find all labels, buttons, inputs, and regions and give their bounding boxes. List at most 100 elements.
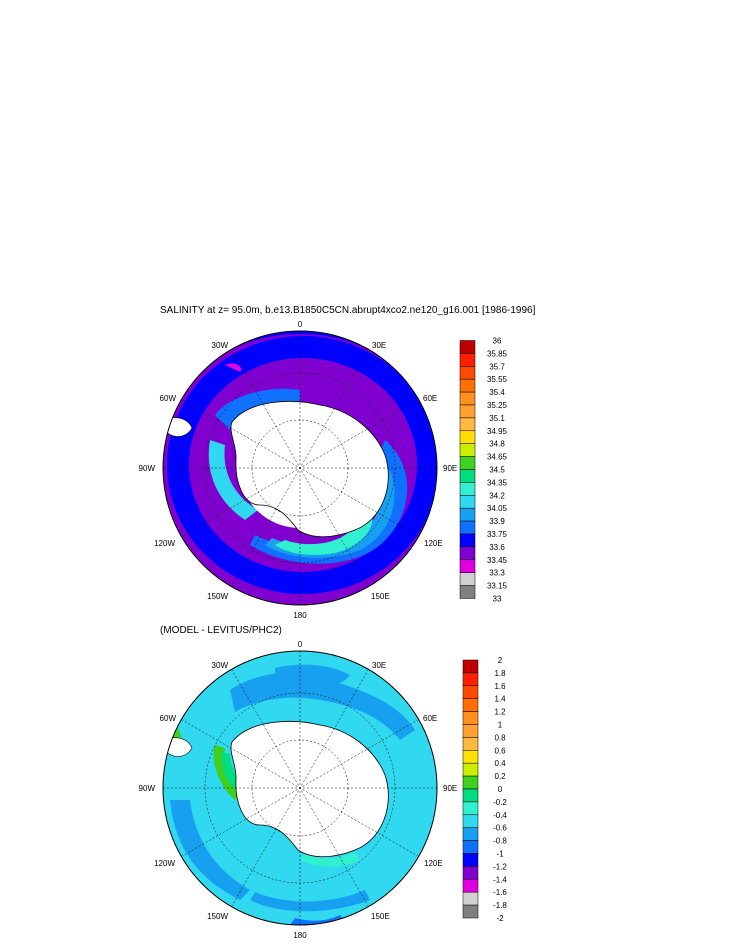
- top-colorbar-swatch-9: [459, 456, 476, 470]
- bottom-colorbar-swatch-19: [462, 904, 479, 919]
- top-colorbar-swatch-3: [459, 378, 476, 393]
- top-colorbar-label-9: 34.65: [487, 453, 508, 462]
- bottom-colorbar-label-19: -1.8: [493, 901, 507, 910]
- top-graticule: [163, 331, 437, 605]
- bottom-lon-60e: 60E: [423, 714, 437, 723]
- top-lon-150w: 150W: [207, 592, 228, 601]
- bottom-colorbar-label-9: 0.2: [494, 772, 506, 781]
- top-colorbar-label-3: 35.55: [487, 375, 508, 384]
- bottom-colorbar-swatch-13: [462, 827, 479, 841]
- bottom-colorbar-swatch-14: [462, 840, 479, 854]
- bottom-colorbar-swatch-17: [462, 879, 479, 893]
- bottom-colorbar-label-7: 0.6: [494, 746, 506, 755]
- bottom-lon-120e: 120E: [424, 859, 443, 868]
- top-colorbar-label-12: 34.2: [489, 491, 505, 500]
- top-colorbar-swatch-16: [459, 546, 476, 561]
- top-colorbar-swatch-10: [459, 469, 476, 483]
- top-lon-90w: 90W: [139, 464, 156, 473]
- bottom-colorbar-label-15: -1: [496, 850, 504, 859]
- bottom-colorbar-swatch-7: [462, 750, 479, 764]
- bottom-colorbar-swatch-15: [462, 853, 479, 867]
- bottom-colorbar-swatch-4: [462, 711, 479, 725]
- bottom-colorbar-swatch-12: [462, 814, 479, 828]
- top-lon-30e: 30E: [372, 341, 386, 350]
- bottom-colorbar-label-12: -0.4: [493, 811, 507, 820]
- top-colorbar-swatch-13: [459, 507, 476, 522]
- top-colorbar-swatch-15: [459, 533, 476, 548]
- top-colorbar-swatch-18: [459, 572, 476, 586]
- bottom-colorbar-swatch-2: [462, 685, 479, 699]
- bottom-colorbar-label-14: -0.8: [493, 837, 507, 846]
- top-colorbar-label-11: 34.35: [487, 478, 508, 487]
- top-lon-60w: 60W: [160, 394, 177, 403]
- top-lon-120e: 120E: [424, 539, 443, 548]
- bottom-colorbar-label-17: -1.4: [493, 875, 507, 884]
- top-colorbar-swatch-4: [459, 391, 476, 406]
- top-colorbar-label-15: 33.75: [487, 530, 508, 539]
- bottom-lon-30e: 30E: [372, 661, 386, 670]
- bottom-graticule: [163, 651, 437, 925]
- bottom-colorbar-label-3: 1.4: [494, 695, 506, 704]
- bottom-colorbar-label-20: -2: [496, 914, 504, 923]
- top-lon-150e: 150E: [371, 592, 390, 601]
- top-colorbar-label-19: 33.15: [487, 582, 508, 591]
- top-colorbar: 36 35.85 35.7 35.55 35.4 35.25 35.1 34.95 34.8 34…: [459, 337, 508, 604]
- top-colorbar-swatch-19: [459, 585, 476, 599]
- bottom-colorbar-label-2: 1.6: [494, 682, 506, 691]
- bottom-lon-30w: 30W: [212, 661, 229, 670]
- top-colorbar-label-18: 33.3: [489, 569, 505, 578]
- bottom-colorbar-label-18: -1.6: [493, 888, 507, 897]
- top-colorbar-label-13: 34.05: [487, 504, 508, 513]
- top-colorbar-label-14: 33.9: [489, 517, 505, 526]
- bottom-lon-0: 0: [298, 640, 303, 649]
- bottom-colorbar-label-0: 2: [498, 656, 503, 665]
- bottom-lon-150w: 150W: [207, 912, 228, 921]
- top-colorbar-label-2: 35.7: [489, 362, 505, 371]
- bottom-colorbar-label-10: 0: [498, 785, 503, 794]
- bottom-colorbar-label-13: -0.6: [493, 824, 507, 833]
- top-lon-30w: 30W: [212, 341, 229, 350]
- top-lon-180: 180: [293, 611, 307, 620]
- top-colorbar-swatch-2: [459, 366, 476, 380]
- bottom-colorbar-label-4: 1.2: [494, 708, 506, 717]
- bottom-lon-90e: 90E: [443, 784, 457, 793]
- top-colorbar-label-16: 33.6: [489, 543, 505, 552]
- bottom-panel-title: (MODEL - LEVITUS/PHC2): [160, 625, 282, 636]
- top-colorbar-label-20: 33: [493, 595, 502, 604]
- top-colorbar-label-6: 35.1: [489, 414, 505, 423]
- bottom-colorbar-swatch-5: [462, 724, 479, 738]
- top-colorbar-label-10: 34.5: [489, 466, 505, 475]
- bottom-colorbar-swatch-8: [462, 762, 479, 777]
- top-colorbar-label-8: 34.8: [489, 440, 505, 449]
- top-colorbar-swatch-7: [459, 430, 476, 444]
- top-colorbar-label-1: 35.85: [487, 349, 508, 358]
- bottom-colorbar-label-6: 0.8: [494, 733, 506, 742]
- bottom-colorbar-swatch-10: [462, 788, 479, 803]
- top-colorbar-swatch-1: [459, 353, 476, 367]
- top-colorbar-label-7: 34.95: [487, 427, 508, 436]
- top-colorbar-swatch-11: [459, 482, 476, 496]
- top-colorbar-swatch-0: [459, 340, 476, 354]
- top-colorbar-swatch-17: [459, 559, 476, 573]
- bottom-colorbar-swatch-3: [462, 698, 479, 712]
- bottom-colorbar-swatch-16: [462, 866, 479, 880]
- bottom-lon-120w: 120W: [154, 859, 175, 868]
- top-panel-title: SALINITY at z= 95.0m, b.e13.B1850C5CN.ab…: [160, 305, 536, 316]
- bottom-colorbar-label-11: -0.2: [493, 798, 507, 807]
- bottom-lon-150e: 150E: [371, 912, 390, 921]
- top-lon-60e: 60E: [423, 394, 437, 403]
- bottom-lon-60w: 60W: [160, 714, 177, 723]
- bottom-colorbar-swatch-9: [462, 775, 479, 790]
- top-colorbar-swatch-6: [459, 417, 476, 432]
- top-colorbar-label-4: 35.4: [489, 388, 505, 397]
- bottom-colorbar-label-5: 1: [498, 721, 503, 730]
- bottom-colorbar-swatch-1: [462, 672, 479, 687]
- top-colorbar-label-0: 36: [493, 337, 502, 346]
- top-lon-0: 0: [298, 320, 303, 329]
- bottom-colorbar: 2 1.8 1.6 1.4 1.2 1 0.8 0.6 0.4 0.2 0 -0.2 -0.4 -0.6 -…: [462, 656, 507, 923]
- bottom-colorbar-label-16: -1.2: [493, 862, 507, 871]
- top-lon-90e: 90E: [443, 464, 457, 473]
- bottom-colorbar-swatch-18: [462, 891, 479, 906]
- bottom-lon-90w: 90W: [139, 784, 156, 793]
